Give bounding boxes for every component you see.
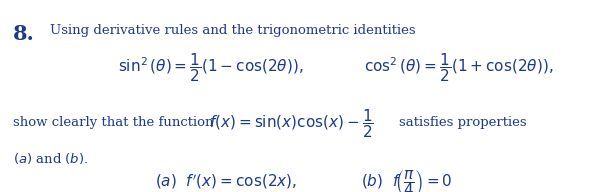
- Text: $(b)$  $f\!\left(\dfrac{\pi}{4}\right) = 0$: $(b)$ $f\!\left(\dfrac{\pi}{4}\right) = …: [361, 168, 452, 192]
- Text: Using derivative rules and the trigonometric identities: Using derivative rules and the trigonome…: [50, 24, 415, 37]
- Text: satisfies properties: satisfies properties: [399, 116, 527, 129]
- Text: $\cos^2(\theta) = \dfrac{1}{2}(1 + \cos(2\theta)),$: $\cos^2(\theta) = \dfrac{1}{2}(1 + \cos(…: [364, 51, 553, 84]
- Text: $(a)$ and $(b).$: $(a)$ and $(b).$: [13, 151, 88, 166]
- Text: $f(x) = \sin(x)\cos(x) - \dfrac{1}{2}$: $f(x) = \sin(x)\cos(x) - \dfrac{1}{2}$: [209, 108, 374, 140]
- Text: $\sin^2(\theta) = \dfrac{1}{2}(1 - \cos(2\theta)),$: $\sin^2(\theta) = \dfrac{1}{2}(1 - \cos(…: [118, 51, 304, 84]
- Text: $(a)$  $f'(x) = \cos(2x),$: $(a)$ $f'(x) = \cos(2x),$: [155, 172, 297, 191]
- Text: 8.: 8.: [13, 24, 35, 44]
- Text: show clearly that the function: show clearly that the function: [13, 116, 214, 129]
